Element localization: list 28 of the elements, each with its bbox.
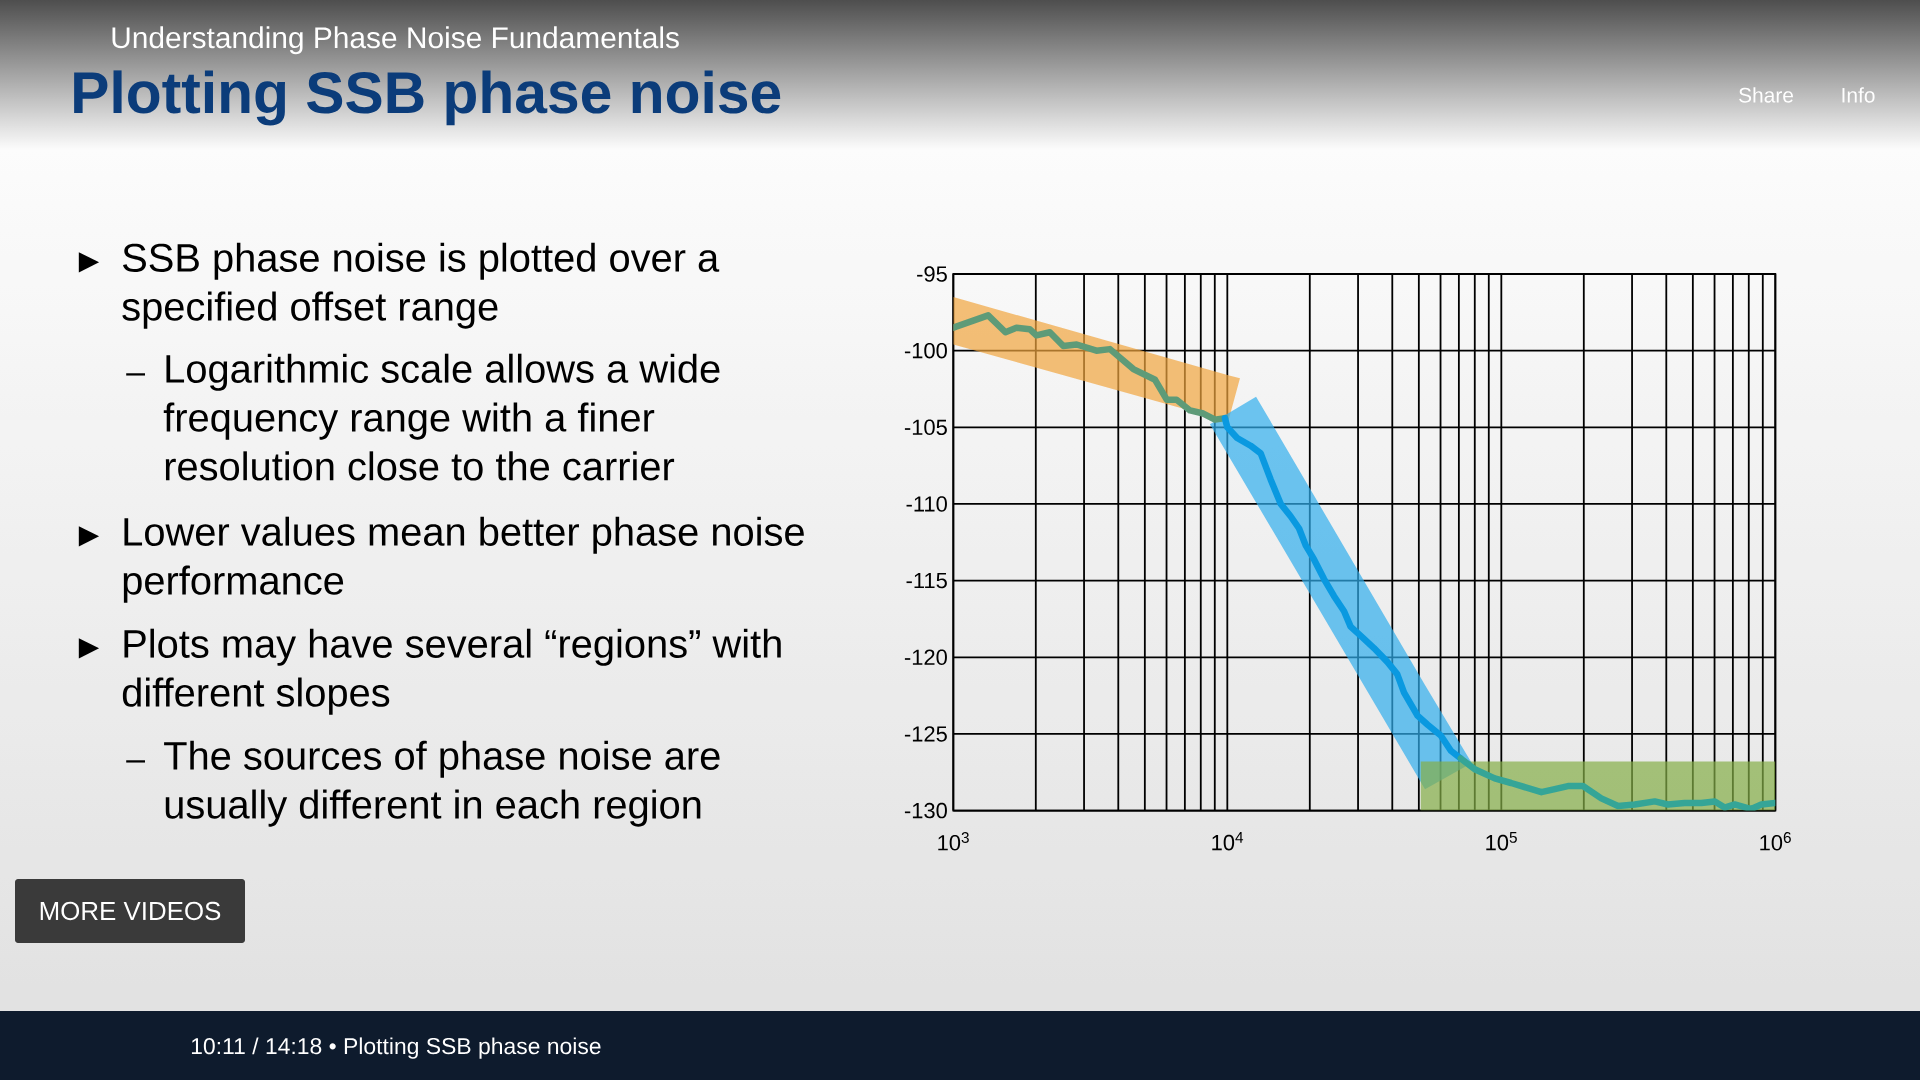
x-tick-label: 10$^{6}$ [1760, 832, 1791, 851]
text: Plots may have several “regions” with different slopes [122, 628, 781, 715]
y-tick-label: -120 [904, 649, 947, 666]
x-tick-label: 10$^{3}$ [938, 832, 969, 851]
text: MORE VIDEOS [40, 901, 221, 921]
text: ► [78, 526, 100, 547]
y-tick-label: -110 [906, 496, 947, 512]
text: Info [1842, 87, 1875, 103]
y-tick-label: -125 [904, 726, 947, 742]
text: ► [78, 252, 100, 273]
text: SSB phase noise is plotted over a specified offset range [122, 242, 720, 329]
text: Logarithmic scale allows a wide frequency range with a finer resolution close to the carrier [163, 353, 720, 481]
text: – [126, 760, 146, 763]
x-tick-label: 10$^{5}$ [1486, 832, 1517, 851]
text: 10:11 / 14:18 • Plotting SSB phase noise [191, 1037, 601, 1059]
text: The sources of phase noise are usually different in each region [164, 740, 720, 827]
text: Understanding Phase Noise Fundamentals [112, 26, 679, 55]
text: – [126, 373, 146, 376]
text: Lower values mean better phase noise performance [123, 516, 804, 603]
y-tick-label: -105 [904, 419, 947, 436]
y-tick-label: -115 [906, 572, 947, 589]
text: Share [1739, 87, 1793, 103]
text: ► [78, 638, 100, 659]
y-tick-label: -100 [904, 342, 947, 359]
y-tick-label: -130 [904, 802, 947, 819]
y-tick-label: -95 [917, 266, 947, 282]
text: Plotting SSB phase noise [74, 70, 781, 126]
x-tick-label: 10$^{4}$ [1212, 832, 1244, 851]
